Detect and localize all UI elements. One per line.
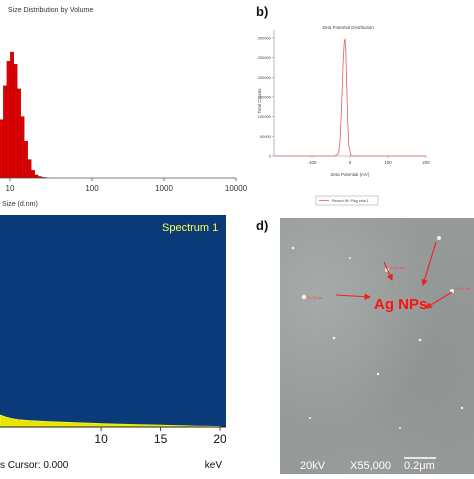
chart-a-bar [0, 120, 3, 178]
chart-a-title: Size Distribution by Volume [8, 7, 93, 14]
chart-b-y-tick-label: 300000 [258, 35, 272, 40]
sem-particles [292, 236, 464, 429]
chart-a-bar [35, 175, 38, 178]
zeta-potential-chart: b) Zeta Potential Distribution Total Cou… [250, 0, 474, 212]
size-distribution-chart: Size Distribution by Volume 10 100 1000 … [0, 0, 250, 212]
nanoparticle [377, 373, 379, 375]
chart-a-bar [17, 89, 20, 178]
chart-c-x-tick-label: 10 [94, 432, 108, 446]
chart-b-y-axis-label: Total Counts [257, 88, 262, 114]
panel-d-sem-image: d) 21.76 nm [250, 215, 474, 474]
sem-ag-nps-label: Ag NPs [374, 296, 427, 313]
chart-a-tick-label-10: 10 [6, 184, 15, 193]
nanoparticle [302, 295, 306, 299]
chart-b-x-tick-label: 0 [349, 160, 352, 165]
chart-c-cursor-readout: s Cursor: 0.000 [0, 460, 69, 471]
chart-b-x-tick-label: -100 [307, 160, 317, 165]
edx-spectrum-chart: Spectrum 1 10 15 20 s Cursor: 0.000 keV [0, 215, 226, 474]
nanoparticle [399, 427, 401, 429]
sem-size-annotation-1: 21.76 nm [307, 296, 322, 300]
nanoparticle [333, 337, 336, 340]
chart-b-y-tick-label: 150000 [258, 94, 272, 99]
panel-a-size-distribution: Size Distribution by Volume 10 100 1000 … [0, 0, 250, 212]
sem-arrow-upper-right [423, 242, 436, 285]
sem-micrograph: 21.76 nm 24.62 nm 24.06 nm Ag NPs 20kV X… [280, 218, 474, 474]
chart-a-bar [31, 170, 34, 178]
sem-size-annotation-2: 24.62 nm [390, 266, 405, 270]
nanoparticle [437, 236, 441, 240]
sem-magnification: X55,000 [350, 460, 391, 472]
chart-a-tick-label-100: 100 [85, 184, 99, 193]
chart-b-y-tick-label: 50000 [260, 134, 272, 139]
chart-b-legend-label: Record 94: Plag zeta 1 [332, 199, 369, 203]
nanoparticle [292, 247, 295, 250]
chart-b-title: Zeta Potential Distribution [322, 25, 374, 30]
chart-a-bar [7, 61, 10, 178]
chart-b-y-tick-label: 0 [269, 154, 272, 159]
chart-c-x-axis-unit: keV [205, 460, 223, 471]
sem-arrow-right [426, 292, 452, 308]
panel-c-edx-spectrum: Spectrum 1 10 15 20 s Cursor: 0.000 keV [0, 215, 226, 474]
nanoparticle [309, 417, 311, 419]
chart-b-y-tick-label: 200000 [258, 75, 272, 80]
chart-a-bar [14, 64, 17, 178]
chart-b-y-tick-label: 250000 [258, 55, 272, 60]
chart-b-x-tick-label: 100 [384, 160, 392, 165]
sem-micrograph-overlay: 21.76 nm 24.62 nm 24.06 nm Ag NPs 20kV X… [280, 218, 474, 474]
panel-d-label: d) [256, 218, 268, 233]
chart-a-bar [24, 141, 27, 178]
nanoparticle [461, 407, 463, 409]
sem-voltage: 20kV [300, 460, 326, 472]
chart-a-bar [28, 160, 31, 178]
sem-arrow-left [336, 295, 370, 297]
chart-b-x-tick-label: 200 [422, 160, 430, 165]
chart-c-x-tick-label: 15 [154, 432, 168, 446]
chart-a-tick-label-10000: 10000 [225, 184, 248, 193]
nanoparticle [419, 339, 422, 342]
chart-b-x-axis-label: Zeta Potential (mV) [331, 172, 370, 177]
nanoparticle [349, 257, 351, 259]
panel-b-zeta-potential: b) Zeta Potential Distribution Total Cou… [250, 0, 474, 212]
chart-a-bar [3, 86, 6, 178]
panel-b-label: b) [256, 4, 268, 19]
chart-a-tick-label-1000: 1000 [155, 184, 173, 193]
chart-c-x-tick-label: 20 [213, 432, 226, 446]
chart-a-bar [10, 52, 13, 178]
chart-b-y-tick-label: 100000 [258, 114, 272, 119]
chart-c-plot-background [0, 215, 226, 427]
chart-a-bar [21, 117, 24, 178]
sem-scale-label: 0.2μm [404, 460, 435, 472]
chart-b-series-line [274, 39, 426, 156]
sem-arrow-top [384, 262, 392, 280]
sem-size-annotation-3: 24.06 nm [455, 287, 470, 291]
chart-b-legend: Record 94: Plag zeta 1 [316, 196, 378, 205]
chart-a-x-axis-label: Size (d.nm) [2, 201, 38, 208]
chart-c-spectrum-title: Spectrum 1 [162, 222, 218, 234]
